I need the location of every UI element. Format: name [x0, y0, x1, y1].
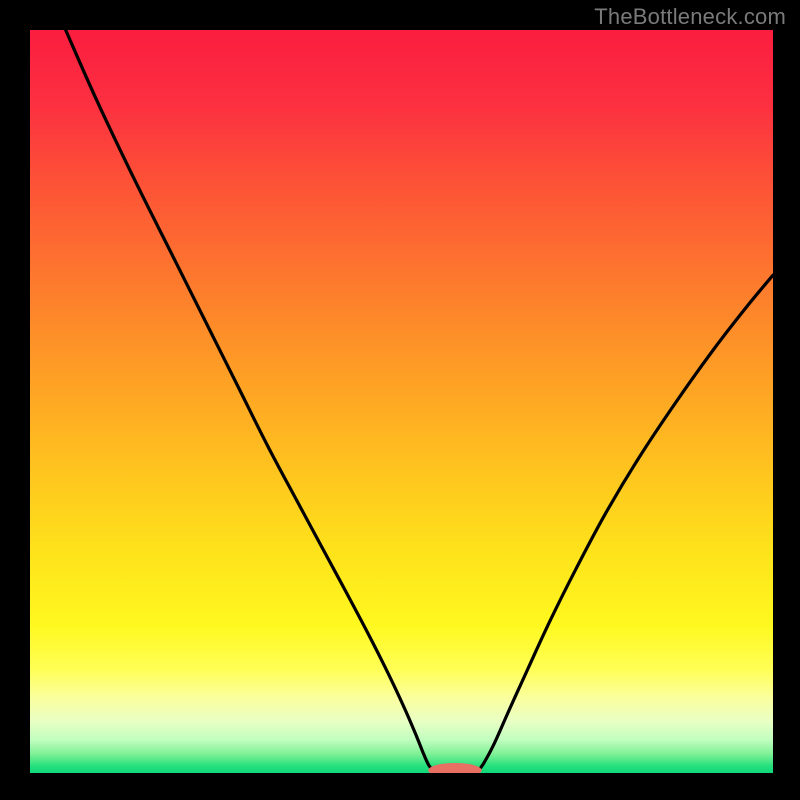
- plot-frame: [30, 30, 773, 773]
- gradient-background: [30, 30, 773, 773]
- bottleneck-chart: [30, 30, 773, 773]
- attribution-text: TheBottleneck.com: [594, 4, 786, 30]
- chart-container: TheBottleneck.com: [0, 0, 800, 800]
